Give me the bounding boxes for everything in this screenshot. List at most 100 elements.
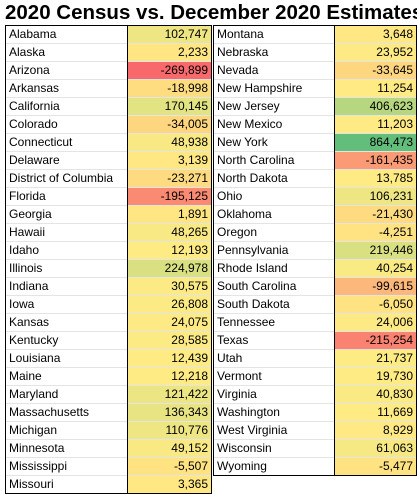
state-name-cell: Idaho xyxy=(5,241,128,260)
difference-value-cell: -195,125 xyxy=(127,187,212,206)
table-row: California 170,145 xyxy=(5,97,212,116)
difference-value-cell: 3,648 xyxy=(334,25,417,44)
table-row: Michigan 110,776 xyxy=(5,421,212,440)
difference-value-cell: 24,075 xyxy=(127,313,212,332)
difference-value-cell: 110,776 xyxy=(127,421,212,440)
table-row: Arkansas -18,998 xyxy=(5,79,212,98)
difference-value-cell: 30,575 xyxy=(127,277,212,296)
chart-title: 2020 Census vs. December 2020 Estimates xyxy=(5,1,417,24)
table-body-left: Alabama 102,747 Alaska 2,233 Arizona -269,899… xyxy=(5,25,212,494)
state-name-cell: West Virginia xyxy=(212,421,336,440)
table-row: North Carolina -161,435 xyxy=(212,151,417,170)
difference-value-cell: 136,343 xyxy=(127,403,212,422)
table-row: Maryland 121,422 xyxy=(5,385,212,404)
difference-value-cell: -6,050 xyxy=(334,295,417,314)
state-name-cell: Oregon xyxy=(212,223,336,242)
difference-value-cell: 11,203 xyxy=(334,115,417,134)
difference-value-cell: 1,891 xyxy=(127,205,212,224)
state-name-cell: Maryland xyxy=(5,385,128,404)
state-name-cell: Iowa xyxy=(5,295,128,314)
table-row: Arizona -269,899 xyxy=(5,61,212,80)
difference-value-cell: 864,473 xyxy=(334,133,417,152)
table-row: Kansas 24,075 xyxy=(5,313,212,332)
difference-value-cell: 28,585 xyxy=(127,331,212,350)
difference-value-cell: -215,254 xyxy=(334,331,417,350)
table-row: New Hampshire 11,254 xyxy=(212,79,417,98)
difference-value-cell: 11,669 xyxy=(334,403,417,422)
state-name-cell: Kansas xyxy=(5,313,128,332)
table-row: North Dakota 13,785 xyxy=(212,169,417,188)
state-name-cell: California xyxy=(5,97,128,116)
state-name-cell: Arizona xyxy=(5,61,128,80)
state-name-cell: North Carolina xyxy=(212,151,336,170)
table-row: Tennessee 24,006 xyxy=(212,313,417,332)
table-row: Idaho 12,193 xyxy=(5,241,212,260)
state-name-cell: South Carolina xyxy=(212,277,336,296)
difference-value-cell: 2,233 xyxy=(127,43,212,62)
state-name-cell: Virginia xyxy=(212,385,336,404)
state-name-cell: Georgia xyxy=(5,205,128,224)
difference-value-cell: -5,507 xyxy=(127,457,212,476)
state-name-cell: Illinois xyxy=(5,259,128,278)
table-row: District of Columbia -23,271 xyxy=(5,169,212,188)
state-name-cell: Maine xyxy=(5,367,128,386)
table-row: Iowa 26,808 xyxy=(5,295,212,314)
table-row: Wisconsin 61,063 xyxy=(212,439,417,458)
table-row: Maine 12,218 xyxy=(5,367,212,386)
difference-value-cell: 12,218 xyxy=(127,367,212,386)
state-name-cell: District of Columbia xyxy=(5,169,128,188)
difference-value-cell: 13,785 xyxy=(334,169,417,188)
table-row: Massachusetts 136,343 xyxy=(5,403,212,422)
difference-value-cell: -33,645 xyxy=(334,61,417,80)
difference-value-cell: 224,978 xyxy=(127,259,212,278)
state-name-cell: Colorado xyxy=(5,115,128,134)
table-row: New Jersey 406,623 xyxy=(212,97,417,116)
table-row: Rhode Island 40,254 xyxy=(212,259,417,278)
table-row: Nevada -33,645 xyxy=(212,61,417,80)
state-name-cell: Arkansas xyxy=(5,79,128,98)
state-name-cell: Louisiana xyxy=(5,349,128,368)
table-row: New York 864,473 xyxy=(212,133,417,152)
state-name-cell: Wisconsin xyxy=(212,439,336,458)
state-name-cell: Rhode Island xyxy=(212,259,336,278)
difference-value-cell: 40,830 xyxy=(334,385,417,404)
difference-value-cell: -23,271 xyxy=(127,169,212,188)
table-row: Connecticut 48,938 xyxy=(5,133,212,152)
difference-value-cell: 121,422 xyxy=(127,385,212,404)
difference-value-cell: -4,251 xyxy=(334,223,417,242)
difference-value-cell: -18,998 xyxy=(127,79,212,98)
table-body-right: Montana 3,648 Nebraska 23,952 Nevada -33,645 N… xyxy=(212,25,417,476)
state-name-cell: New York xyxy=(212,133,336,152)
difference-value-cell: 3,139 xyxy=(127,151,212,170)
state-name-cell: Washington xyxy=(212,403,336,422)
table-row: West Virginia 8,929 xyxy=(212,421,417,440)
difference-value-cell: 21,737 xyxy=(334,349,417,368)
difference-value-cell: -161,435 xyxy=(334,151,417,170)
state-name-cell: South Dakota xyxy=(212,295,336,314)
table-row: Oklahoma -21,430 xyxy=(212,205,417,224)
state-name-cell: Minnesota xyxy=(5,439,128,458)
table-row: Vermont 19,730 xyxy=(212,367,417,386)
state-name-cell: New Mexico xyxy=(212,115,336,134)
table-row: Indiana 30,575 xyxy=(5,277,212,296)
state-name-cell: Michigan xyxy=(5,421,128,440)
state-name-cell: Indiana xyxy=(5,277,128,296)
table-row: Pennsylvania 219,446 xyxy=(212,241,417,260)
state-name-cell: Ohio xyxy=(212,187,336,206)
state-name-cell: Delaware xyxy=(5,151,128,170)
state-name-cell: Connecticut xyxy=(5,133,128,152)
table-row: Wyoming -5,477 xyxy=(212,457,417,476)
state-name-cell: Texas xyxy=(212,331,336,350)
difference-value-cell: 19,730 xyxy=(334,367,417,386)
difference-value-cell: 48,938 xyxy=(127,133,212,152)
difference-value-cell: 170,145 xyxy=(127,97,212,116)
table-row: Washington 11,669 xyxy=(212,403,417,422)
state-name-cell: Oklahoma xyxy=(212,205,336,224)
table-row: South Carolina -99,615 xyxy=(212,277,417,296)
state-table-left: Alabama 102,747 Alaska 2,233 Arizona -269,899… xyxy=(5,25,212,494)
difference-value-cell: 12,193 xyxy=(127,241,212,260)
difference-value-cell: 40,254 xyxy=(334,259,417,278)
state-name-cell: Wyoming xyxy=(212,457,336,476)
state-name-cell: Massachusetts xyxy=(5,403,128,422)
table-row: Alaska 2,233 xyxy=(5,43,212,62)
